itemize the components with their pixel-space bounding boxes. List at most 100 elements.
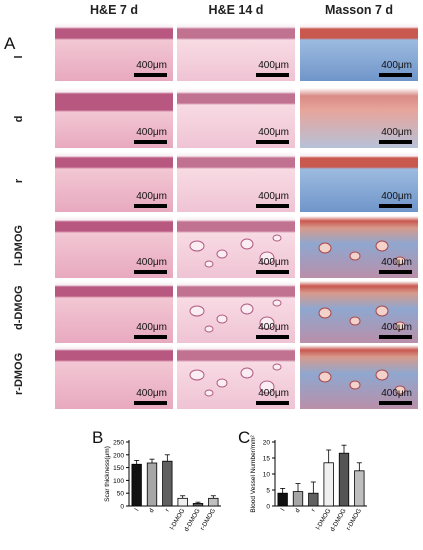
bar — [131, 463, 142, 507]
histology-tile: 400μm — [177, 216, 295, 278]
bar — [208, 497, 219, 507]
bar — [354, 470, 365, 507]
histology-tile: 400μm — [55, 345, 173, 409]
bar — [146, 462, 158, 507]
y-axis-label: Scar thickness(μm) — [104, 446, 111, 502]
y-tick-label: 200 — [113, 452, 124, 459]
histology-tile: 400μm — [300, 23, 418, 81]
scale-bar — [134, 73, 167, 77]
scale-bar-label: 400μm — [381, 257, 412, 268]
histology-tile: 400μm — [55, 281, 173, 343]
y-tick-label: 250 — [113, 440, 124, 447]
row-label-l-dmog: l-DMOG — [13, 225, 25, 266]
scale-bar — [134, 335, 167, 339]
y-tick-label: 20 — [263, 440, 271, 447]
histology-tile: 400μm — [300, 88, 418, 148]
histology-tile: 400μm — [55, 88, 173, 148]
scale-bar-label: 400μm — [258, 191, 289, 202]
y-tick-label: 150 — [113, 465, 124, 472]
scale-bar — [379, 270, 412, 274]
scale-bar-label: 400μm — [381, 388, 412, 399]
scale-bar — [134, 140, 167, 144]
histology-tile: 400μm — [177, 345, 295, 409]
scale-bar-label: 400μm — [136, 257, 167, 268]
scale-bar — [379, 140, 412, 144]
scale-bar — [256, 73, 289, 77]
x-tick-label: d — [294, 507, 302, 514]
scale-bar — [134, 204, 167, 208]
scale-bar-label: 400μm — [381, 60, 412, 71]
scale-bar-label: 400μm — [258, 322, 289, 333]
column-header-he-7d: H&E 7 d — [90, 3, 138, 17]
bar — [177, 497, 188, 507]
y-tick-label: 15 — [263, 456, 271, 463]
scale-bar — [256, 204, 289, 208]
scale-bar — [379, 73, 412, 77]
column-header-he-14d: H&E 14 d — [208, 3, 264, 17]
histology-tile: 400μm — [300, 216, 418, 278]
y-axis-label: Blood Vessel Number/mm² — [250, 435, 257, 513]
row-label-d-dmog: d-DMOG — [13, 285, 25, 330]
histology-tile: 400μm — [55, 216, 173, 278]
column-header-masson-7d: Masson 7 d — [324, 3, 394, 17]
bar — [308, 492, 319, 507]
x-tick-label: l — [280, 508, 287, 513]
histology-tile: 400μm — [300, 345, 418, 409]
row-label-r: r — [13, 178, 25, 184]
histology-tile: 400μm — [55, 152, 173, 212]
histology-tile: 400μm — [177, 23, 295, 81]
x-tick-label: r — [310, 508, 317, 513]
scale-bar — [379, 335, 412, 339]
histology-tile: 400μm — [177, 281, 295, 343]
scale-bar-label: 400μm — [136, 388, 167, 399]
bar — [323, 462, 334, 507]
scale-bar-label: 400μm — [258, 60, 289, 71]
scale-bar-label: 400μm — [136, 127, 167, 138]
scale-bar — [256, 401, 289, 405]
scale-bar — [256, 335, 289, 339]
y-tick-label: 10 — [263, 472, 271, 479]
panel-b-label: B — [92, 428, 104, 447]
row-label-l: l — [13, 55, 25, 59]
scale-bar — [379, 401, 412, 405]
y-tick-label: 100 — [113, 478, 124, 485]
row-label-r-dmog: r-DMOG — [13, 352, 25, 395]
histology-tile: 400μm — [177, 88, 295, 148]
panel-a-label: A — [4, 34, 16, 53]
x-tick-label: r — [164, 508, 171, 513]
x-tick-label: r-DMOG — [345, 507, 363, 531]
scale-bar-label: 400μm — [258, 388, 289, 399]
y-tick-label: 50 — [117, 491, 125, 498]
scale-bar — [256, 270, 289, 274]
scale-bar-label: 400μm — [258, 127, 289, 138]
panel-c-label: C — [238, 428, 251, 447]
bar — [338, 452, 350, 507]
y-tick-label: 0 — [120, 504, 124, 511]
scale-bar-label: 400μm — [381, 191, 412, 202]
histology-tile: 400μm — [55, 23, 173, 81]
histology-tile: 400μm — [300, 281, 418, 343]
histology-tile: 400μm — [177, 152, 295, 212]
scale-bar — [379, 204, 412, 208]
x-tick-label: d — [148, 507, 156, 514]
scale-bar-label: 400μm — [136, 191, 167, 202]
scale-bar — [256, 140, 289, 144]
scale-bar-label: 400μm — [381, 127, 412, 138]
scale-bar-label: 400μm — [258, 257, 289, 268]
row-label-d: d — [13, 115, 25, 123]
scale-bar-label: 400μm — [136, 60, 167, 71]
x-tick-label: r-DMOG — [199, 507, 217, 531]
scale-bar-label: 400μm — [381, 322, 412, 333]
x-tick-label: l — [134, 508, 141, 513]
bar — [277, 492, 288, 507]
scale-bar-label: 400μm — [136, 322, 167, 333]
bar — [292, 491, 304, 507]
bar — [192, 503, 204, 507]
scale-bar — [134, 270, 167, 274]
scale-bar — [134, 401, 167, 405]
y-tick-label: 0 — [266, 504, 270, 511]
histology-tile: 400μm — [300, 152, 418, 212]
y-tick-label: 5 — [266, 488, 270, 495]
